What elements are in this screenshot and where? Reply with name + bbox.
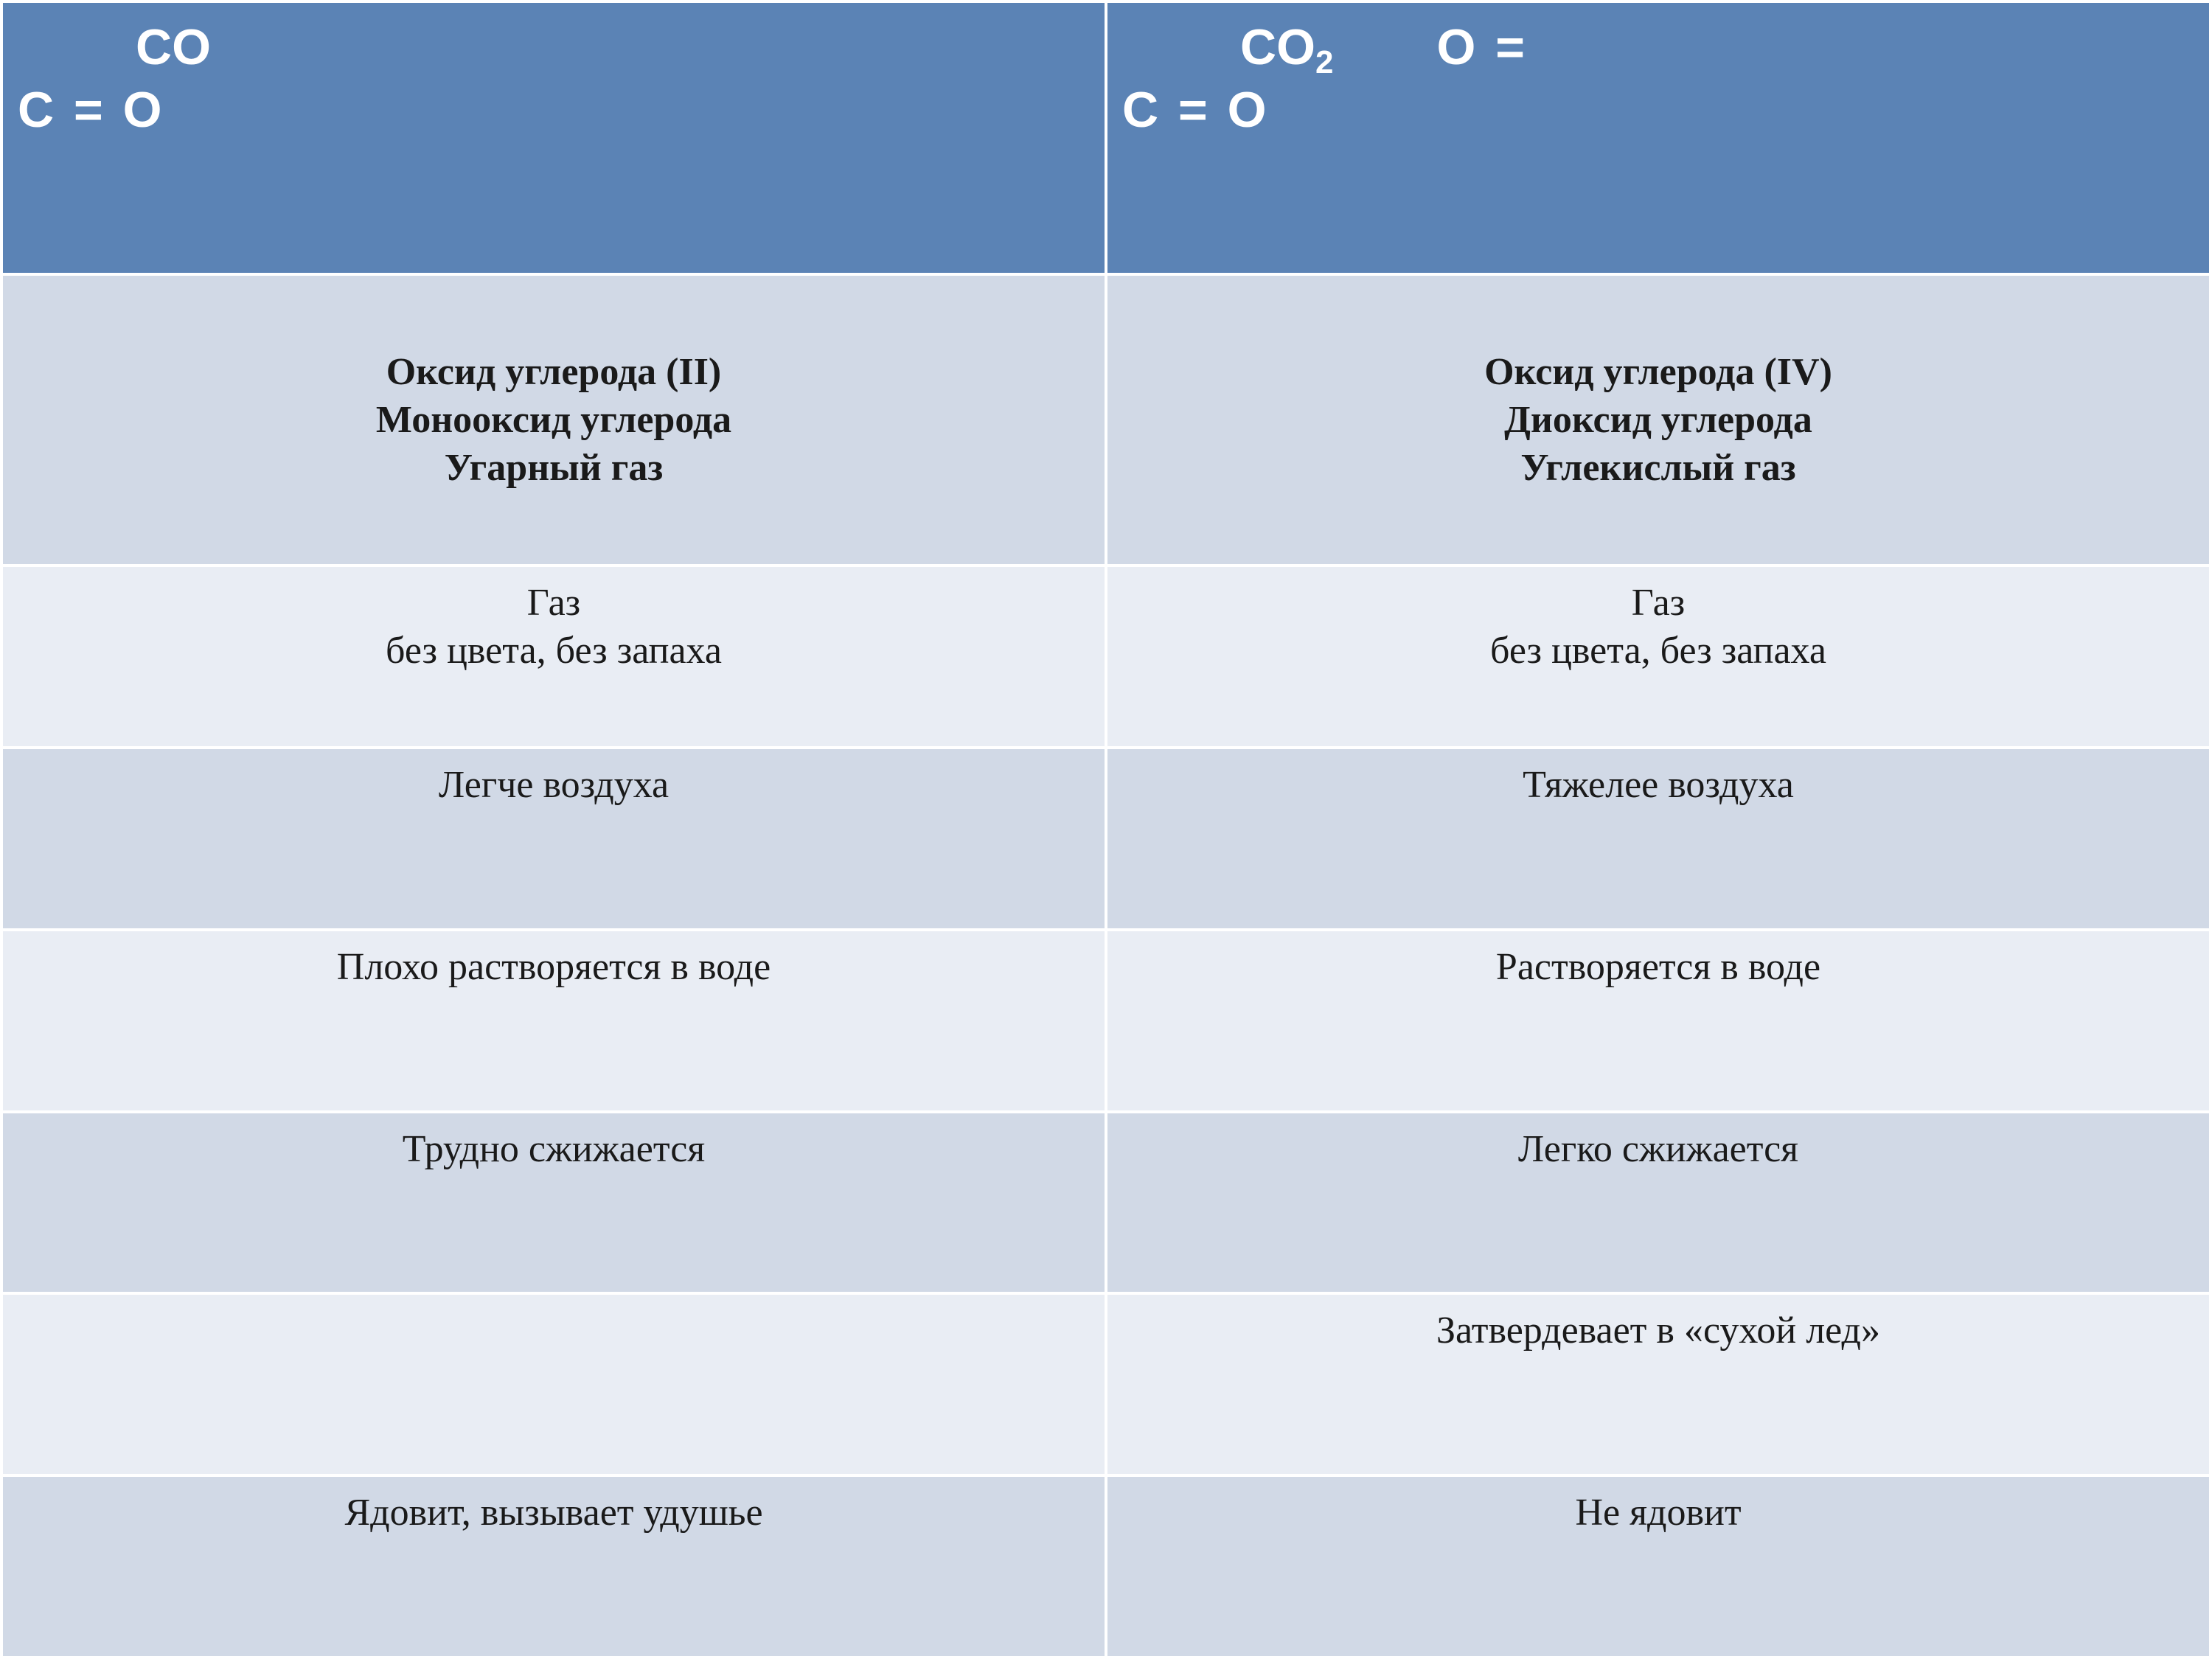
prop-1-right-l1: Тяжелее воздуха [1523,761,1794,809]
prop-3-right: Легко сжижается [1106,1112,2211,1294]
prop-4-right: Затвердевает в «сухой лед» [1106,1293,2211,1475]
co-structure: C = O [18,79,165,142]
prop-2-left-l1: Плохо растворяется в воде [337,943,771,991]
prop-4-left [1,1293,1106,1475]
name-left-3: Угарный газ [445,444,663,492]
names-cell-left: Оксид углерода (II) Монооксид углерода У… [1,274,1106,566]
property-row-5: Ядовит, вызывает удушье Не ядовит [1,1475,2211,1658]
prop-4-right-l1: Затвердевает в «сухой лед» [1436,1307,1880,1354]
prop-5-left-l1: Ядовит, вызывает удушье [344,1489,762,1537]
prop-2-right-l1: Растворяется в воде [1496,943,1820,991]
prop-2-left: Плохо растворяется в воде [1,930,1106,1112]
co2-formula: CO2 [1122,16,1333,79]
comparison-table: CO C = O CO2 O = C = O Оксид углерода (I… [0,0,2212,1659]
names-row: Оксид углерода (II) Монооксид углерода У… [1,274,2211,566]
prop-0-left-l1: Газ [527,579,580,627]
co2-subscript: 2 [1315,44,1333,80]
co2-structure: C = O [1122,79,1270,142]
names-cell-right: Оксид углерода (IV) Диоксид углерода Угл… [1106,274,2211,566]
name-left-1: Оксид углерода (II) [386,348,722,396]
property-row-1: Легче воздуха Тяжелее воздуха [1,748,2211,930]
prop-2-right: Растворяется в воде [1106,930,2211,1112]
property-row-0: Газ без цвета, без запаха Газ без цвета,… [1,566,2211,748]
prop-0-right: Газ без цвета, без запаха [1106,566,2211,748]
prop-5-right: Не ядовит [1106,1475,2211,1658]
prop-1-right: Тяжелее воздуха [1106,748,2211,930]
header-row: CO C = O CO2 O = C = O [1,1,2211,274]
property-row-2: Плохо растворяется в воде Растворяется в… [1,930,2211,1112]
header-cell-co2: CO2 O = C = O [1106,1,2211,274]
prop-0-right-l2: без цвета, без запаха [1490,627,1826,675]
prop-0-left: Газ без цвета, без запаха [1,566,1106,748]
prop-5-right-l1: Не ядовит [1575,1489,1741,1537]
name-left-2: Монооксид углерода [376,396,731,444]
prop-5-left: Ядовит, вызывает удушье [1,1475,1106,1658]
name-right-1: Оксид углерода (IV) [1484,348,1832,396]
prop-3-left: Трудно сжижается [1,1112,1106,1294]
co2-extra-o: O = [1436,16,1528,79]
co2-formula-base: CO [1240,19,1315,75]
property-row-3: Трудно сжижается Легко сжижается [1,1112,2211,1294]
header-cell-co: CO C = O [1,1,1106,274]
name-right-2: Диоксид углерода [1504,396,1812,444]
name-right-3: Углекислый газ [1520,444,1795,492]
prop-0-right-l1: Газ [1632,579,1685,627]
prop-3-right-l1: Легко сжижается [1518,1125,1798,1173]
prop-0-left-l2: без цвета, без запаха [386,627,722,675]
co-formula: CO [18,16,211,79]
prop-3-left-l1: Трудно сжижается [403,1125,705,1173]
property-row-4: Затвердевает в «сухой лед» [1,1293,2211,1475]
prop-1-left: Легче воздуха [1,748,1106,930]
prop-1-left-l1: Легче воздуха [439,761,669,809]
